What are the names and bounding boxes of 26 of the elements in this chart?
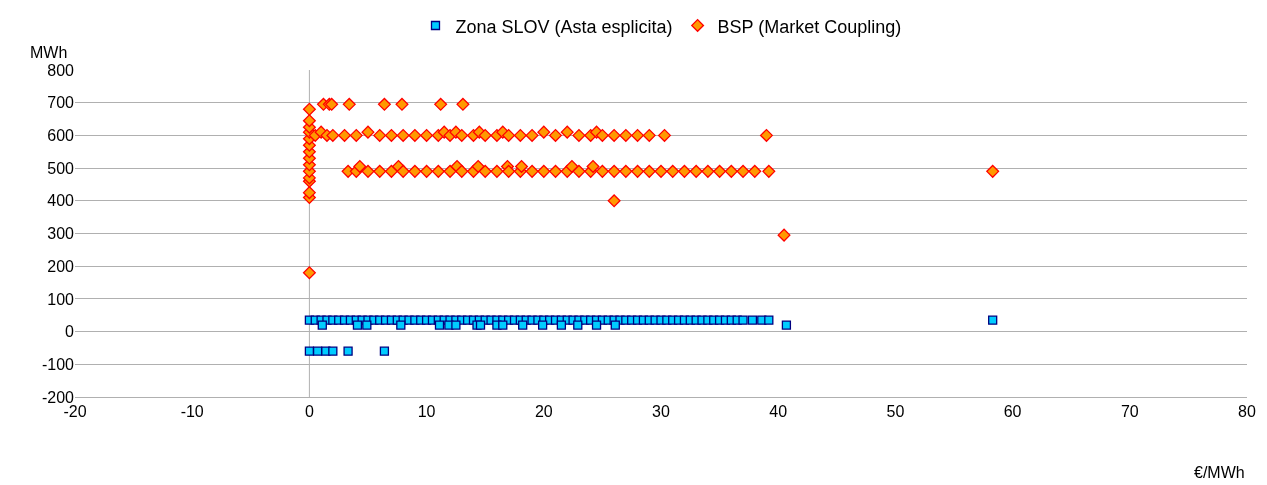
y-tick-label: 100: [47, 290, 75, 308]
x-tick-label: 10: [417, 403, 436, 421]
x-axis-title: €/MWh: [1194, 464, 1245, 481]
x-tick-label: -20: [63, 403, 87, 421]
y-tick-label: 600: [47, 127, 75, 144]
y-tick-label: 800: [47, 61, 75, 79]
y-axis-title: MWh: [30, 44, 68, 61]
y-tick-label: -200: [41, 388, 75, 406]
y-tick-label: 400: [47, 192, 75, 210]
y-tick-label: 700: [47, 94, 75, 112]
legend-label: BSP (Market Coupling): [717, 16, 902, 37]
x-tick-label: 80: [1238, 403, 1256, 421]
x-tick-label: -10: [180, 403, 204, 421]
y-tick-label: 500: [47, 159, 75, 177]
x-tick-label: 40: [769, 403, 788, 421]
x-tick-label: 0: [304, 403, 314, 421]
x-tick-label: 60: [1003, 403, 1022, 421]
y-tick-label: 300: [47, 225, 75, 243]
x-tick-label: 50: [886, 403, 905, 421]
legend-label: Zona SLOV (Asta esplicita): [455, 16, 673, 37]
x-tick-label: 30: [652, 403, 670, 421]
y-tick-label: 0: [65, 323, 75, 341]
x-tick-label: 70: [1120, 403, 1139, 421]
y-tick-label: -100: [41, 355, 75, 373]
x-tick-label: 20: [534, 403, 553, 421]
y-tick-label: 200: [47, 257, 75, 275]
